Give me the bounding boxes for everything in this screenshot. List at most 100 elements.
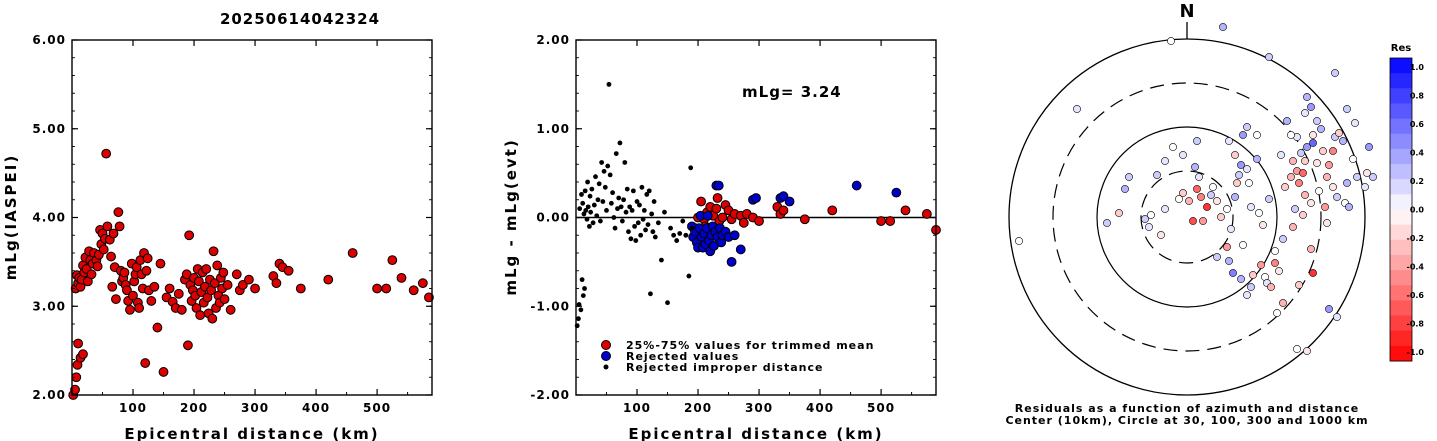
legend-improper-label: Rejected improper distance: [626, 361, 823, 374]
residual-point-trimmed: [711, 203, 722, 214]
residual-point-improper: [668, 225, 673, 231]
residual-xtick-label: 500: [867, 401, 895, 415]
station-point: [1275, 267, 1283, 275]
station-point: [1309, 269, 1317, 277]
residual-point-improper: [617, 140, 623, 146]
residual-point-improper: [640, 216, 646, 222]
station-point: [1237, 275, 1245, 283]
magnitude-ytick-label: 6.00: [32, 33, 66, 47]
residual-point-improper: [615, 206, 620, 212]
colorbar-tick-label: 0.2: [1410, 177, 1424, 186]
station-point: [1157, 231, 1165, 239]
residual-point-improper: [577, 206, 583, 212]
magnitude-ylabel: mLg(IASPEI): [2, 154, 20, 280]
station-point: [1369, 173, 1377, 181]
colorbar-tick-label: -0.2: [1407, 234, 1425, 243]
residual-point-improper: [583, 208, 589, 213]
residual-point-improper: [683, 232, 689, 238]
residual-point-improper: [652, 234, 658, 240]
residual-point-improper: [671, 232, 677, 238]
magnitude-point: [173, 288, 184, 299]
residual-point-improper: [632, 223, 637, 229]
station-point: [1351, 119, 1359, 127]
station-point: [1329, 147, 1337, 155]
residual-point-improper: [688, 165, 694, 171]
magnitude-point: [73, 338, 84, 349]
colorbar-tick-label: 0.6: [1410, 120, 1425, 129]
magnitude-point: [102, 221, 113, 232]
residual-point-improper: [587, 223, 592, 229]
station-point: [1141, 215, 1149, 223]
residual-point-improper: [605, 163, 611, 169]
station-point: [1287, 173, 1295, 181]
residual-point-improper: [680, 218, 686, 224]
station-point: [1115, 209, 1123, 217]
magnitude-point: [417, 278, 428, 289]
magnitude-point: [347, 248, 358, 258]
station-point: [1153, 171, 1161, 179]
station-point: [1257, 261, 1265, 269]
residual-point-improper: [598, 218, 603, 224]
residual-point-improper: [600, 199, 606, 204]
residual-point-rejected: [729, 230, 740, 241]
station-point: [1309, 139, 1317, 147]
residual-point-improper: [645, 222, 651, 228]
colorbar-tick-label: 0.8: [1410, 92, 1425, 101]
magnitude-point: [381, 283, 392, 294]
residual-point-improper: [580, 200, 586, 206]
residual-ytick-label: 0.00: [536, 211, 570, 225]
residual-point-improper: [584, 216, 590, 222]
residual-point-trimmed: [717, 212, 728, 223]
station-point: [1307, 199, 1315, 207]
station-point: [1325, 161, 1333, 169]
magnitude-point: [218, 267, 229, 278]
station-point: [1175, 195, 1183, 203]
station-point: [1273, 309, 1281, 317]
magnitude-point: [114, 221, 125, 232]
map-caption-line2: Center (10km), Circle at 30, 100, 300 an…: [1005, 414, 1368, 427]
residual-ylabel: mLg - mLg(evt): [502, 138, 520, 295]
station-point: [1191, 163, 1199, 171]
station-point: [1259, 221, 1267, 229]
station-point: [1279, 235, 1287, 243]
station-point: [1345, 203, 1353, 211]
station-point: [1283, 117, 1291, 125]
colorbar-frame: [1389, 57, 1413, 362]
colorbar-tick-label: -0.6: [1407, 291, 1425, 300]
magnitude-point: [201, 264, 212, 274]
station-point: [1295, 281, 1303, 289]
residual-xtick-label: 400: [806, 401, 834, 415]
residual-point-trimmed: [921, 209, 932, 219]
station-point: [1103, 219, 1111, 227]
station-point: [1125, 173, 1133, 181]
station-point: [1325, 305, 1333, 313]
residual-point-improper: [689, 225, 695, 231]
residual-point-trimmed: [900, 205, 911, 216]
station-point: [1333, 193, 1341, 201]
station-point: [1169, 143, 1177, 151]
colorbar-cell: [1390, 254, 1412, 271]
station-point: [1231, 151, 1239, 159]
colorbar-cell: [1390, 300, 1412, 317]
residual-point-rejected: [778, 191, 789, 202]
colorbar-cell: [1390, 179, 1412, 195]
magnitude-point: [70, 384, 80, 395]
magnitude-point: [164, 283, 175, 294]
station-point: [1161, 157, 1169, 165]
magnitude-ytick-label: 4.00: [32, 211, 66, 225]
station-point: [1179, 189, 1187, 197]
station-point: [1319, 147, 1327, 155]
station-point: [1293, 345, 1301, 353]
magnitude-point: [149, 281, 160, 292]
station-point: [1223, 243, 1231, 251]
magnitude-xtick-label: 300: [241, 401, 269, 415]
ring-30km: [1140, 170, 1234, 264]
residual-ticks: 100 200 300 400 500 -2.00 -1.00 0.00 1.00 2.00: [530, 33, 936, 415]
magnitude-point: [283, 265, 294, 276]
station-point: [1199, 217, 1207, 225]
colorbar-cell: [1390, 164, 1412, 180]
residual-point-improper: [651, 199, 657, 204]
station-point: [1343, 105, 1351, 113]
station-point: [1279, 299, 1287, 307]
colorbar-cell: [1390, 148, 1412, 165]
